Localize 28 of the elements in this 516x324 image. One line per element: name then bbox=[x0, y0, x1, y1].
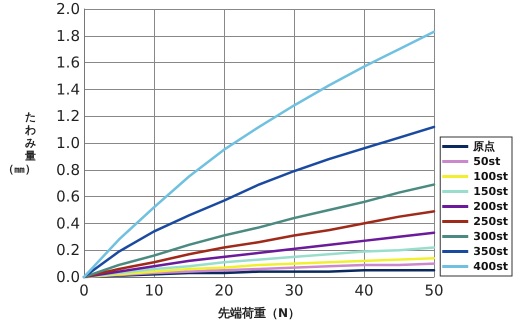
legend-label: 200st bbox=[473, 200, 508, 213]
y-tick-label: 2.0 bbox=[56, 0, 80, 18]
legend-label: 100st bbox=[473, 170, 508, 183]
y-tick-label: 1.6 bbox=[56, 54, 80, 72]
legend-label: 400st bbox=[473, 260, 508, 273]
y-tick-label: 1.4 bbox=[56, 80, 80, 98]
x-tick-label: 30 bbox=[284, 282, 304, 300]
x-tick-label: 20 bbox=[214, 282, 234, 300]
x-tick-label: 50 bbox=[424, 282, 444, 300]
y-tick-label: 0.4 bbox=[56, 214, 80, 232]
y-tick-label: 1.0 bbox=[56, 134, 80, 152]
y-tick-label: 0.8 bbox=[56, 160, 80, 179]
legend-label: 原点 bbox=[472, 140, 496, 153]
x-tick-label: 40 bbox=[354, 282, 374, 300]
y-tick-label: 1.8 bbox=[56, 26, 80, 45]
legend-label: 350st bbox=[473, 245, 508, 258]
legend-label: 50st bbox=[473, 155, 500, 168]
y-tick-label: 0.0 bbox=[56, 268, 80, 286]
y-tick-label: 1.2 bbox=[56, 107, 80, 126]
y-axis-title: たわみ量（㎜） bbox=[3, 110, 36, 176]
x-tick-label: 0 bbox=[79, 282, 89, 300]
x-tick-label: 10 bbox=[144, 282, 164, 300]
y-tick-label: 0.2 bbox=[56, 241, 80, 260]
y-tick-label: 0.6 bbox=[56, 188, 80, 206]
x-axis-title: 先端荷重（N） bbox=[216, 306, 300, 320]
legend-label: 250st bbox=[473, 215, 508, 228]
legend-label: 150st bbox=[473, 185, 508, 198]
legend-label: 300st bbox=[473, 230, 508, 243]
